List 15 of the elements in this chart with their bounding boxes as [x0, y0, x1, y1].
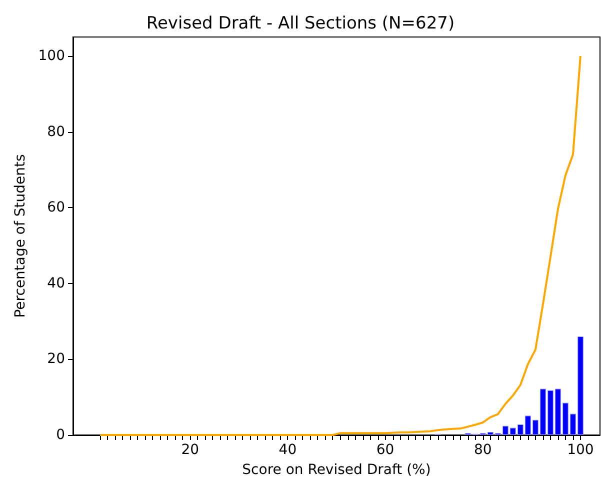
x-tick-label: 20 [181, 442, 200, 458]
x-tick-label: 40 [278, 442, 297, 458]
chart-title: Revised Draft - All Sections (N=627) [146, 14, 455, 34]
y-axis-title: Percentage of Students [12, 154, 28, 318]
y-tick-label: 80 [47, 124, 65, 140]
y-tick-label: 100 [38, 48, 65, 64]
x-tick-label: 60 [376, 442, 394, 458]
x-axis-title: Score on Revised Draft (%) [242, 462, 431, 478]
y-tick-label: 20 [47, 351, 65, 368]
y-tick-label: 60 [47, 200, 65, 216]
x-tick-label: 80 [474, 442, 492, 458]
y-tick-label: 0 [56, 427, 65, 443]
line-series [99, 54, 582, 436]
x-tick-label: 100 [567, 442, 594, 458]
y-tick-label: 40 [47, 275, 65, 292]
